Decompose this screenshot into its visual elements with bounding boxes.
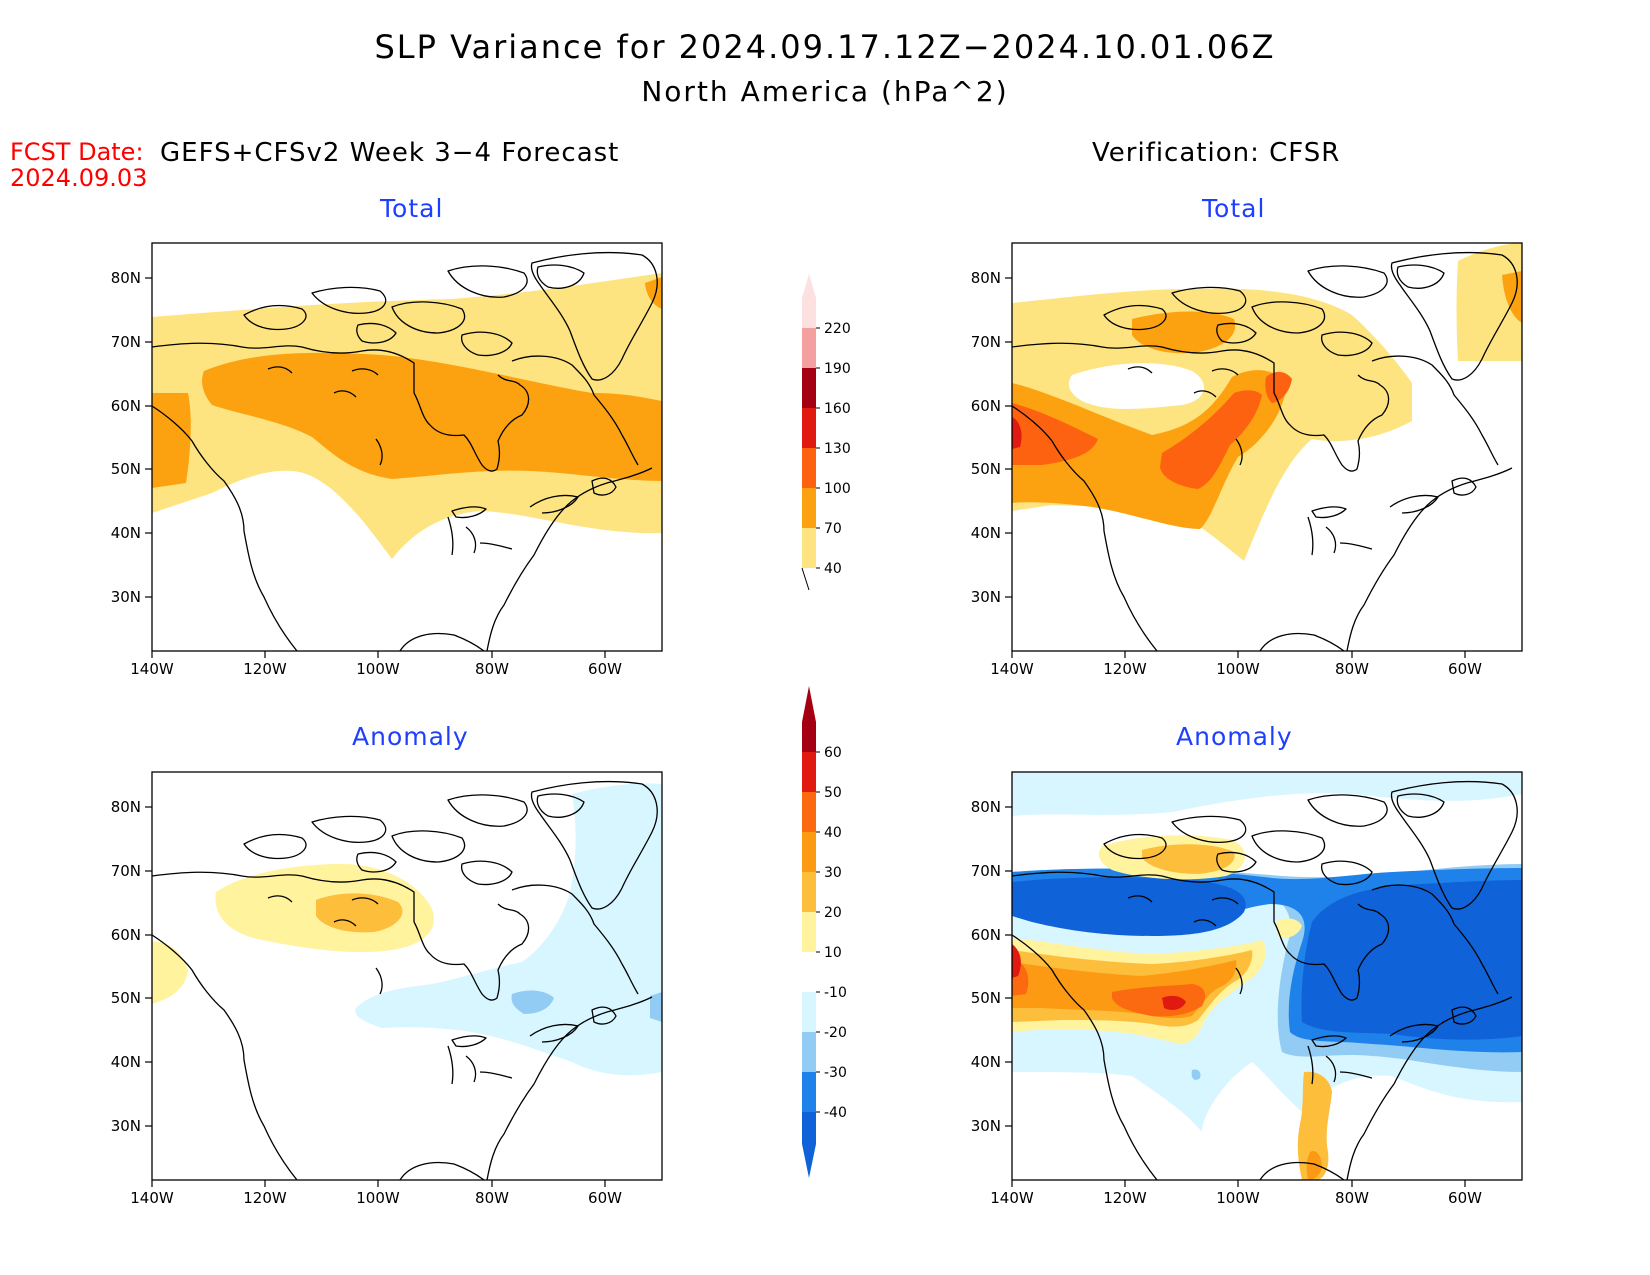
colorbar-swatch bbox=[802, 752, 816, 792]
lon-tick-label: 120W bbox=[1103, 660, 1147, 678]
lat-tick-label: 70N bbox=[971, 333, 1001, 351]
colorbar-swatch bbox=[802, 1072, 816, 1112]
lon-tick-label: 100W bbox=[356, 660, 400, 678]
lat-tick-label: 30N bbox=[111, 1117, 141, 1135]
lon-tick-label: 80W bbox=[1335, 660, 1369, 678]
total-colorbar: 40 70 100 130 160 190 220 bbox=[801, 274, 851, 591]
fcst-date-label: FCST Date: bbox=[10, 138, 144, 166]
colorbar-label: 70 bbox=[824, 521, 842, 537]
lat-tick-label: 80N bbox=[111, 798, 141, 816]
lon-tick-label: 120W bbox=[1103, 1189, 1147, 1207]
lat-tick-label: 60N bbox=[111, 926, 141, 944]
lat-tick-label: 30N bbox=[111, 588, 141, 606]
verification-total-map: 80N 70N 60N 50N 40N 30N 140W 120W 100W 80W 60W bbox=[971, 242, 1523, 678]
colorbar-swatch bbox=[802, 368, 816, 408]
lat-tick-label: 50N bbox=[111, 460, 141, 478]
colorbar-swatch bbox=[802, 1032, 816, 1072]
lat-tick-label: 80N bbox=[971, 798, 1001, 816]
colorbar-label: 100 bbox=[824, 481, 851, 497]
colorbar-swatch bbox=[802, 792, 816, 832]
forecast-anomaly-map: 80N 70N 60N 50N 40N 30N 140W 120W 100W 80W 60W bbox=[111, 771, 663, 1207]
lat-tick-label: 70N bbox=[111, 333, 141, 351]
colorbar-label: 40 bbox=[824, 561, 842, 577]
colorbar-swatch bbox=[802, 912, 816, 952]
colorbar-label: 20 bbox=[824, 905, 842, 921]
lon-tick-label: 140W bbox=[130, 660, 174, 678]
colorbar-swatch bbox=[802, 274, 816, 328]
lat-tick-label: 70N bbox=[111, 862, 141, 880]
colorbar-label: -10 bbox=[824, 985, 847, 1001]
lat-tick-label: 40N bbox=[111, 1053, 141, 1071]
colorbar-label: 130 bbox=[824, 441, 851, 457]
colorbar-label: 190 bbox=[824, 361, 851, 377]
forecast-total-map: 80N 70N 60N 50N 40N 30N 140W 120W 100W 80W 60W bbox=[111, 242, 663, 678]
lat-tick-label: 50N bbox=[111, 989, 141, 1007]
colorbar-label: 60 bbox=[824, 745, 842, 761]
chart-title: SLP Variance for 2024.09.17.12Z−2024.10.… bbox=[374, 28, 1276, 66]
lat-tick-label: 40N bbox=[971, 524, 1001, 542]
lat-tick-label: 30N bbox=[971, 1117, 1001, 1135]
lat-tick-label: 30N bbox=[971, 588, 1001, 606]
forecast-total-label: Total bbox=[380, 194, 444, 223]
lon-tick-label: 100W bbox=[356, 1189, 400, 1207]
colorbar-swatch bbox=[802, 952, 816, 992]
lat-tick-label: 60N bbox=[111, 397, 141, 415]
colorbar-label: -40 bbox=[824, 1105, 847, 1121]
colorbar-label: 160 bbox=[824, 401, 851, 417]
lon-tick-label: 140W bbox=[990, 660, 1034, 678]
colorbar-label: 50 bbox=[824, 785, 842, 801]
colorbar-swatch bbox=[802, 408, 816, 448]
colorbar-label: 30 bbox=[824, 865, 842, 881]
lon-tick-label: 60W bbox=[1448, 1189, 1482, 1207]
colorbar-label: 220 bbox=[824, 321, 851, 337]
lat-tick-label: 40N bbox=[971, 1053, 1001, 1071]
lon-tick-label: 60W bbox=[588, 660, 622, 678]
lon-tick-label: 60W bbox=[588, 1189, 622, 1207]
colorbar-swatch bbox=[802, 1112, 816, 1178]
colorbar-swatch bbox=[802, 992, 816, 1032]
colorbar-swatch bbox=[802, 528, 816, 568]
colorbar-label: 10 bbox=[824, 945, 842, 961]
verification-heading: Verification: CFSR bbox=[1092, 138, 1341, 168]
lat-tick-label: 50N bbox=[971, 460, 1001, 478]
lat-tick-label: 40N bbox=[111, 524, 141, 542]
fcst-date-value: 2024.09.03 bbox=[10, 164, 148, 192]
lon-tick-label: 80W bbox=[475, 1189, 509, 1207]
lon-tick-label: 140W bbox=[990, 1189, 1034, 1207]
lon-tick-label: 140W bbox=[130, 1189, 174, 1207]
anomaly-colorbar: -40 -30 -20 -10 10 20 30 40 50 60 bbox=[802, 686, 847, 1178]
colorbar-swatch bbox=[802, 832, 816, 872]
lon-tick-label: 80W bbox=[475, 660, 509, 678]
colorbar-swatch bbox=[802, 488, 816, 528]
verification-total-label: Total bbox=[1202, 194, 1266, 223]
forecast-heading: GEFS+CFSv2 Week 3−4 Forecast bbox=[160, 138, 620, 168]
forecast-anomaly-label: Anomaly bbox=[352, 722, 469, 751]
verification-anomaly-map: 80N 70N 60N 50N 40N 30N 140W 120W 100W 80W 60W bbox=[971, 771, 1523, 1207]
colorbar-label: -20 bbox=[824, 1025, 847, 1041]
lat-tick-label: 80N bbox=[111, 269, 141, 287]
lat-tick-label: 80N bbox=[971, 269, 1001, 287]
verification-anomaly-label: Anomaly bbox=[1176, 722, 1293, 751]
colorbar-label: -30 bbox=[824, 1065, 847, 1081]
lat-tick-label: 50N bbox=[971, 989, 1001, 1007]
chart-subtitle: North America (hPa^2) bbox=[641, 75, 1009, 108]
lat-tick-label: 70N bbox=[971, 862, 1001, 880]
lat-tick-label: 60N bbox=[971, 926, 1001, 944]
lon-tick-label: 120W bbox=[243, 660, 287, 678]
colorbar-swatch bbox=[802, 328, 816, 368]
colorbar-swatch bbox=[802, 686, 816, 752]
colorbar-swatch bbox=[802, 448, 816, 488]
lon-tick-label: 80W bbox=[1335, 1189, 1369, 1207]
colorbar-swatch bbox=[802, 872, 816, 912]
lon-tick-label: 100W bbox=[1216, 1189, 1260, 1207]
lat-tick-label: 60N bbox=[971, 397, 1001, 415]
colorbar-label: 40 bbox=[824, 825, 842, 841]
lon-tick-label: 60W bbox=[1448, 660, 1482, 678]
lon-tick-label: 100W bbox=[1216, 660, 1260, 678]
lon-tick-label: 120W bbox=[243, 1189, 287, 1207]
